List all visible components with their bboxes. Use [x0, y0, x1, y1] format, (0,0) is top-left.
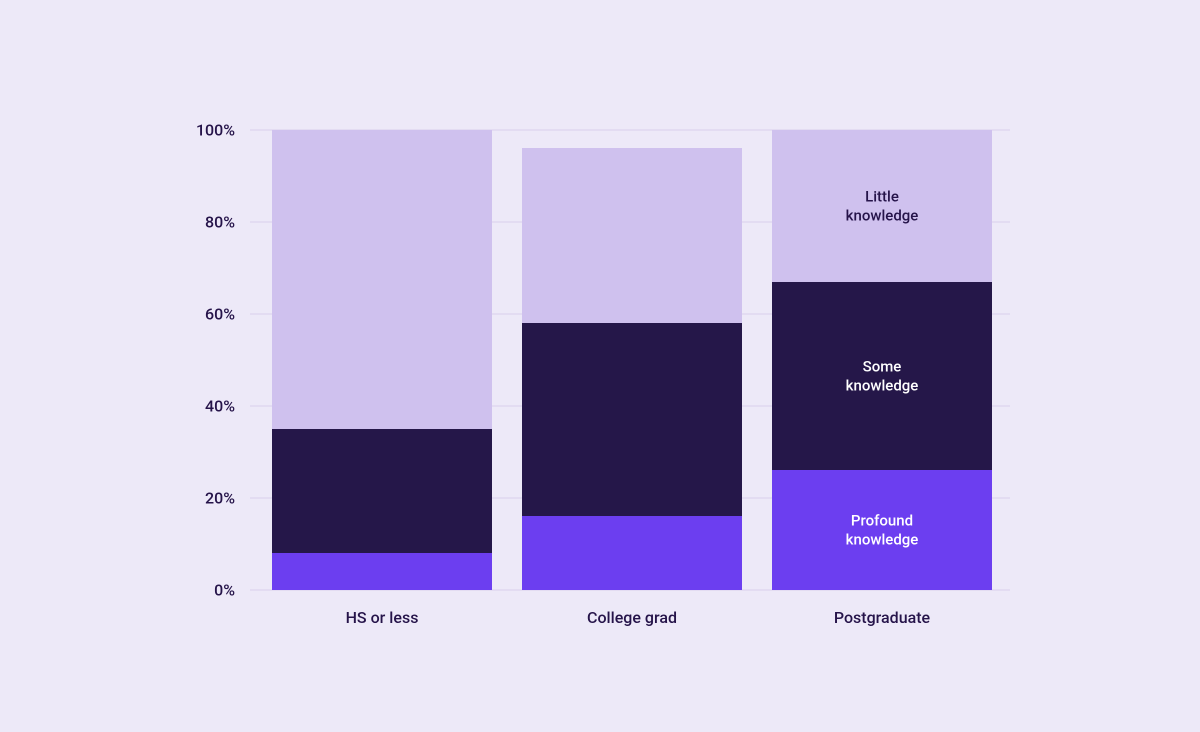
segment-label-little: Littleknowledge	[772, 187, 992, 225]
bar-segment-profound: Profoundknowledge	[772, 470, 992, 590]
bar-group: Profoundknowledge Someknowledge Littleknow…	[772, 130, 992, 590]
bar-segment-profound	[522, 516, 742, 590]
bar-segment-some: Someknowledge	[772, 282, 992, 471]
bar-group	[522, 130, 742, 590]
bar-segment-some	[522, 323, 742, 516]
y-tick-label: 80%	[175, 213, 235, 232]
bar-segment-little: Littleknowledge	[772, 130, 992, 282]
segment-label-some: Someknowledge	[772, 357, 992, 395]
stacked-bar-chart: 0%20%40%60%80%100%HS or lessCollege grad…	[250, 130, 1010, 590]
bar-group	[272, 130, 492, 590]
bar-segment-little	[522, 148, 742, 323]
x-category-label: Postgraduate	[772, 608, 992, 627]
y-tick-label: 20%	[175, 489, 235, 508]
y-tick-label: 60%	[175, 305, 235, 324]
bar-segment-little	[272, 130, 492, 429]
y-tick-label: 100%	[175, 121, 235, 140]
y-tick-label: 40%	[175, 397, 235, 416]
segment-label-profound: Profoundknowledge	[772, 511, 992, 549]
bar-segment-profound	[272, 553, 492, 590]
bars-container: Profoundknowledge Someknowledge Littleknow…	[250, 130, 1010, 590]
x-category-label: College grad	[522, 608, 742, 627]
bar-segment-some	[272, 429, 492, 553]
y-tick-label: 0%	[175, 581, 235, 600]
x-category-label: HS or less	[272, 608, 492, 627]
